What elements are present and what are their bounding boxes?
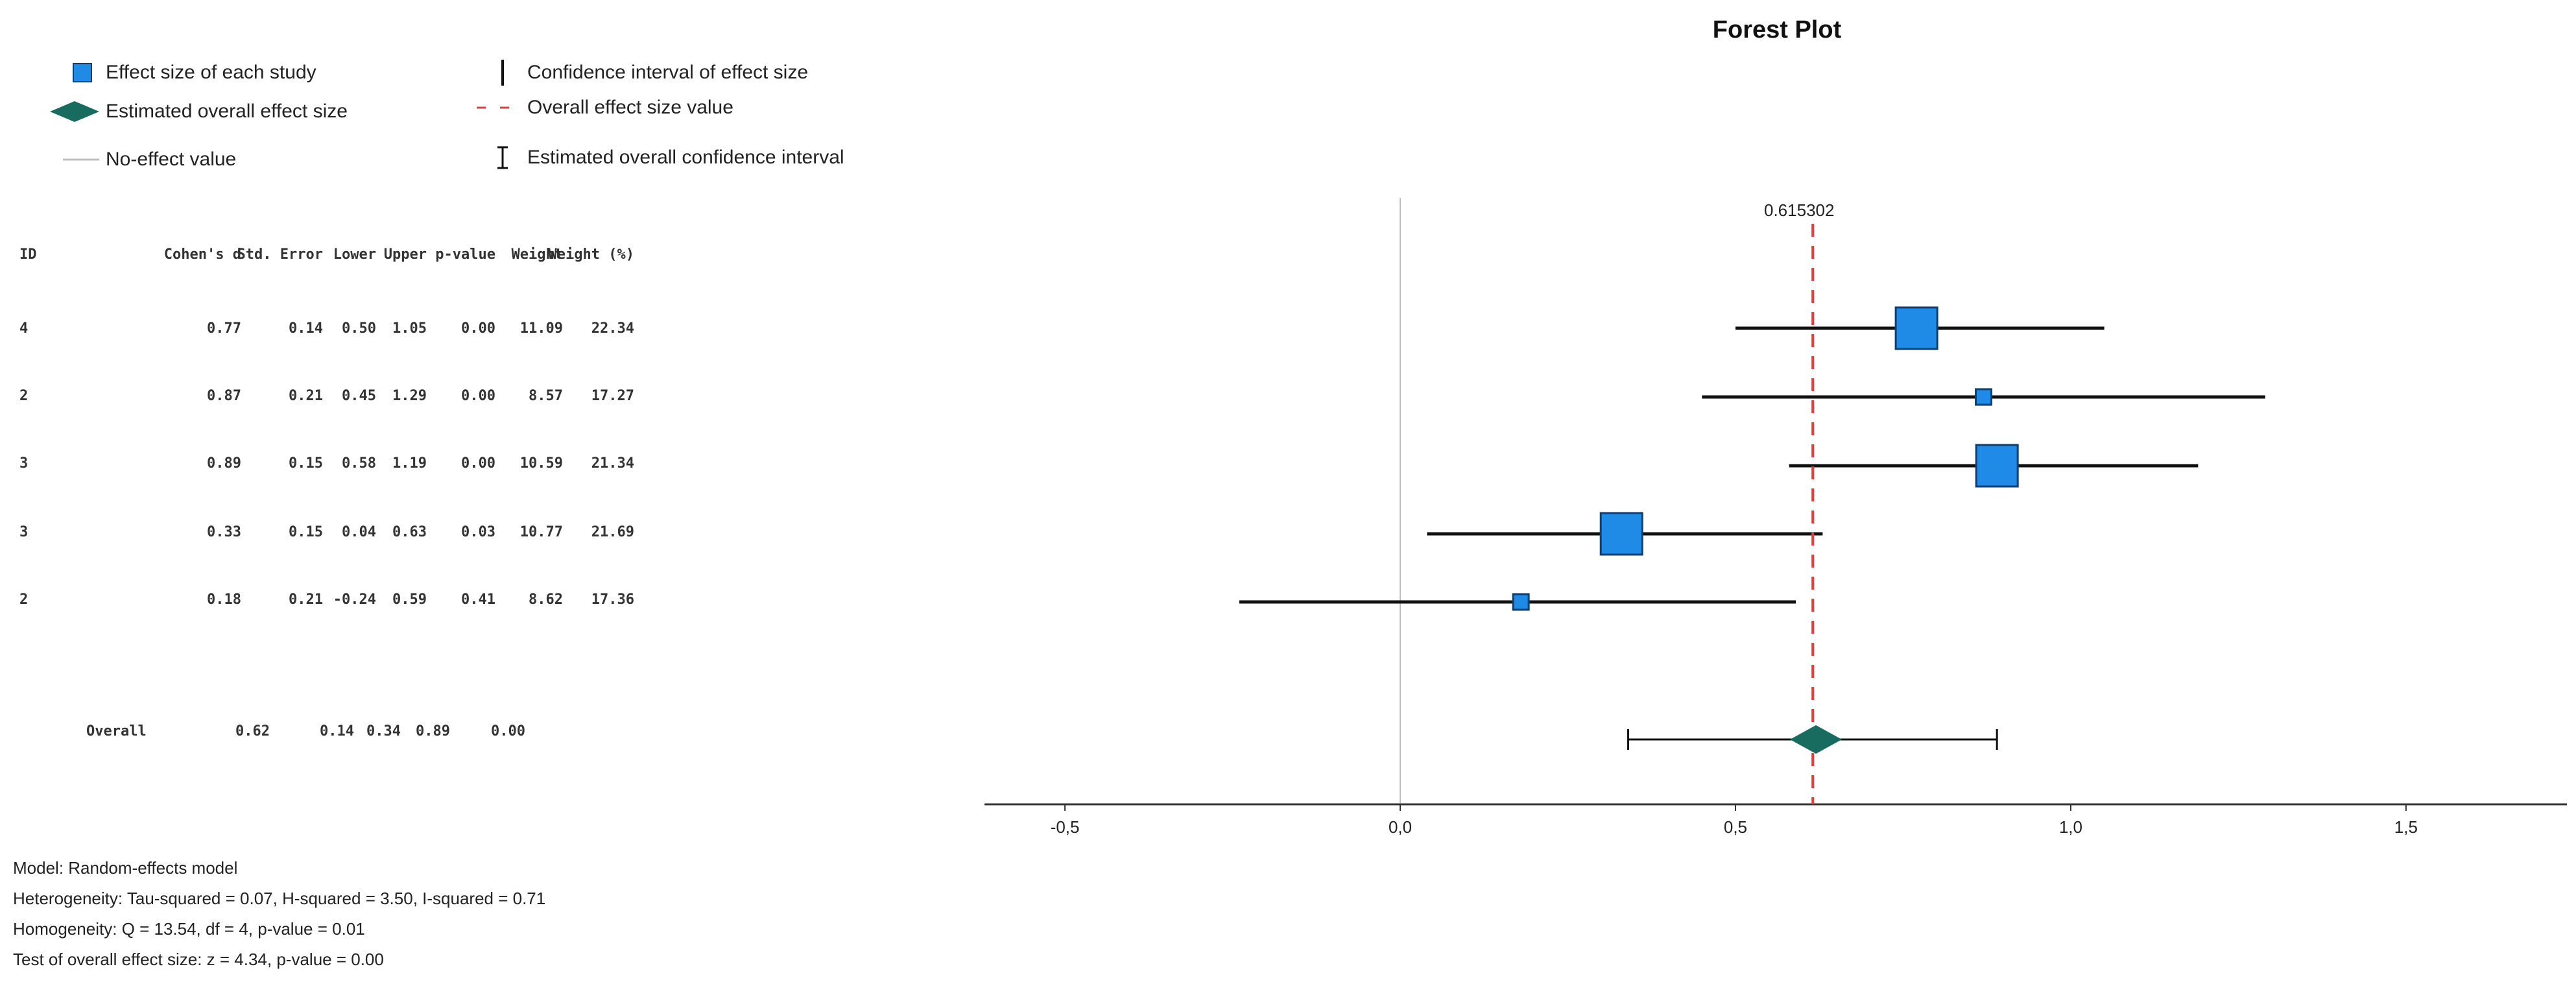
- col-header-p-value: p-value: [435, 246, 495, 263]
- x-tick-label: 1,0: [2059, 817, 2082, 837]
- table-cell: 1.19: [392, 455, 427, 472]
- col-header-cohens-d: Cohen's d: [163, 246, 241, 263]
- legend-noeffect-label: No-effect value: [106, 149, 237, 170]
- green-diamond-icon: [50, 101, 99, 122]
- overall-effect-diamond: [1790, 725, 1843, 754]
- x-tick-label: 1,5: [2394, 817, 2418, 837]
- col-header-upper: Upper: [383, 246, 427, 263]
- legend-overall-value: Overall effect size value: [470, 95, 733, 121]
- overall-value-label: 0.615302: [1764, 200, 1834, 220]
- i-beam-icon: [497, 146, 508, 169]
- model-stats: Model: Random-effects model Heterogeneit…: [13, 853, 545, 975]
- table-cell: 0.45: [342, 388, 376, 404]
- overall-lower: 0.34: [366, 723, 401, 739]
- table-cell: 0.21: [289, 592, 323, 608]
- col-header-weight: Weight: [511, 246, 563, 263]
- table-cell: 0.04: [342, 524, 376, 540]
- table-cell: 17.27: [591, 388, 634, 404]
- table-cell: -0.24: [333, 592, 376, 608]
- col-header-lower: Lower: [333, 246, 376, 263]
- table-cell: 0.03: [461, 524, 495, 540]
- table-cell: 3: [19, 455, 29, 472]
- table-cell: 8.57: [529, 388, 563, 404]
- x-tick-label: -0,5: [1051, 817, 1080, 837]
- table-cell: 0.00: [461, 320, 495, 337]
- overall-upper: 0.89: [416, 723, 450, 739]
- table-cell: 0.77: [207, 320, 241, 337]
- legend-ci-label: Confidence interval of effect size: [527, 62, 809, 83]
- table-cell: 10.59: [519, 455, 563, 472]
- table-cell: 17.36: [591, 592, 634, 608]
- legend-overall-ci-label: Estimated overall confidence interval: [527, 147, 844, 168]
- table-cell: 2: [19, 388, 29, 404]
- red-dashed-line-icon: [477, 106, 509, 109]
- table-cell: 0.41: [461, 592, 495, 608]
- vertical-line-icon: [501, 60, 504, 86]
- heterogeneity-line: Heterogeneity: Tau-squared = 0.07, H-squ…: [13, 889, 546, 908]
- gray-line-icon: [63, 158, 99, 161]
- legend-ci: Confidence interval of effect size: [483, 60, 808, 86]
- homogeneity-line: Homogeneity: Q = 13.54, df = 4, p-value …: [13, 919, 365, 939]
- table-cell: 21.69: [591, 524, 634, 540]
- table-cell: 1.29: [392, 388, 427, 404]
- legend-overall-value-label: Overall effect size value: [527, 97, 733, 118]
- study-effect-marker: [1975, 388, 1993, 406]
- table-cell: 0.87: [207, 388, 241, 404]
- table-cell: 0.59: [392, 592, 427, 608]
- col-header-id: ID: [19, 246, 37, 263]
- table-cell: 0.89: [207, 455, 241, 472]
- table-cell: 0.14: [289, 320, 323, 337]
- study-effect-marker: [1975, 444, 2019, 488]
- table-cell: 0.00: [461, 455, 495, 472]
- table-cell: 22.34: [591, 320, 634, 337]
- legend-noeffect: No-effect value: [62, 147, 236, 173]
- overall-se: 0.14: [320, 723, 354, 739]
- x-tick-label: 0,5: [1724, 817, 1747, 837]
- table-cell: 11.09: [519, 320, 563, 337]
- blue-square-icon: [73, 63, 92, 82]
- table-cell: 0.33: [207, 524, 241, 540]
- table-cell: 4: [19, 320, 29, 337]
- table-cell: 0.58: [342, 455, 376, 472]
- table-cell: 0.00: [461, 388, 495, 404]
- legend-overall-label: Estimated overall effect size: [106, 101, 348, 122]
- model-line: Model: Random-effects model: [13, 858, 238, 878]
- table-cell: 21.34: [591, 455, 634, 472]
- table-cell: 3: [19, 524, 29, 540]
- table-cell: 0.15: [289, 455, 323, 472]
- col-header-std-error: Std. Error: [237, 246, 323, 263]
- overall-label: Overall: [86, 723, 147, 739]
- table-cell: 0.21: [289, 388, 323, 404]
- legend-overall: Estimated overall effect size: [49, 99, 348, 125]
- chart-title: Forest Plot: [1713, 16, 1842, 43]
- study-effect-marker: [1512, 593, 1530, 611]
- col-header-weight-pct: Weight (%): [548, 246, 634, 263]
- table-cell: 0.18: [207, 592, 241, 608]
- legend-study-label: Effect size of each study: [106, 62, 316, 83]
- study-effect-marker: [1599, 512, 1643, 556]
- overall-p: 0.00: [491, 723, 525, 739]
- x-tick-label: 0,0: [1389, 817, 1412, 837]
- table-cell: 10.77: [519, 524, 563, 540]
- overall-d: 0.62: [235, 723, 270, 739]
- table-cell: 1.05: [392, 320, 427, 337]
- table-cell: 8.62: [529, 592, 563, 608]
- table-cell: 0.63: [392, 524, 427, 540]
- test-line: Test of overall effect size: z = 4.34, p…: [13, 950, 384, 969]
- legend-overall-ci: Estimated overall confidence interval: [483, 145, 844, 171]
- study-effect-marker: [1894, 306, 1938, 350]
- table-cell: 0.50: [342, 320, 376, 337]
- legend-study: Effect size of each study: [62, 60, 316, 86]
- table-cell: 2: [19, 592, 29, 608]
- table-cell: 0.15: [289, 524, 323, 540]
